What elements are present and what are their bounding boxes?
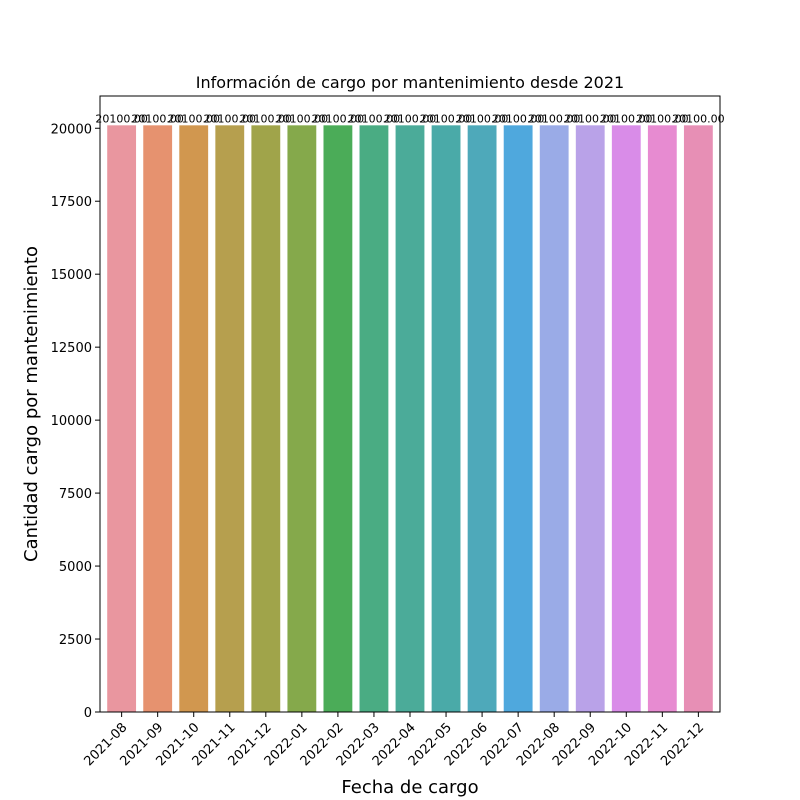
bar-2022-12 (683, 125, 713, 712)
data-label-2022-02: 20100.00 (312, 112, 365, 125)
bar-2022-06 (467, 125, 497, 712)
data-label-2021-12: 20100.00 (240, 112, 293, 125)
bars-group (107, 125, 713, 712)
y-axis-label: Cantidad cargo por mantenimiento (21, 246, 42, 562)
y-tick-label: 7500 (59, 487, 92, 502)
data-label-2022-07: 20100.00 (492, 112, 545, 125)
chart-title: Información de cargo por mantenimiento d… (196, 73, 624, 92)
y-tick-label: 12500 (51, 341, 92, 356)
bar-2022-08 (539, 125, 569, 712)
data-label-2022-09: 20100.00 (564, 112, 617, 125)
bar-2021-08 (107, 125, 137, 712)
data-label-2022-04: 20100.00 (384, 112, 437, 125)
bar-2021-11 (215, 125, 245, 712)
y-tick-label: 5000 (59, 560, 92, 575)
y-tick-label: 20000 (51, 122, 92, 137)
data-label-2022-03: 20100.00 (348, 112, 401, 125)
y-axis: 0 2500 5000 7500 10000 12500 15000 17500 20000 (51, 122, 100, 721)
data-label-2021-09: 20100.00 (131, 112, 184, 125)
data-label-2022-11: 20100.00 (636, 112, 689, 125)
bar-2022-09 (575, 125, 605, 712)
y-tick-label: 15000 (51, 268, 92, 283)
data-label-2022-08: 20100.00 (528, 112, 581, 125)
data-label-2022-01: 20100.00 (276, 112, 329, 125)
bar-2022-03 (359, 125, 389, 712)
bar-2022-02 (323, 125, 353, 712)
y-tick-label: 10000 (51, 414, 92, 429)
data-label-2021-08: 20100.00 (95, 112, 148, 125)
bar-2021-10 (179, 125, 209, 712)
bar-2021-09 (143, 125, 173, 712)
bar-2022-01 (287, 125, 317, 712)
bar-2021-12 (251, 125, 281, 712)
y-tick-label: 0 (84, 706, 92, 721)
bar-2022-07 (503, 125, 533, 712)
data-label-2022-10: 20100.00 (600, 112, 653, 125)
bar-2022-10 (611, 125, 641, 712)
y-tick-label: 2500 (59, 633, 92, 648)
x-axis-label: Fecha de cargo (341, 777, 478, 798)
data-label-2022-05: 20100.00 (420, 112, 473, 125)
data-label-2021-10: 20100.00 (167, 112, 220, 125)
y-tick-label: 17500 (51, 195, 92, 210)
bar-2022-05 (431, 125, 461, 712)
bar-2022-04 (395, 125, 425, 712)
data-label-2022-06: 20100.00 (456, 112, 509, 125)
data-labels-group: 20100.0020100.0020100.0020100.0020100.00… (95, 112, 724, 125)
data-label-2021-11: 20100.00 (204, 112, 257, 125)
data-label-2022-12: 20100.00 (672, 112, 725, 125)
bar-2022-11 (647, 125, 677, 712)
